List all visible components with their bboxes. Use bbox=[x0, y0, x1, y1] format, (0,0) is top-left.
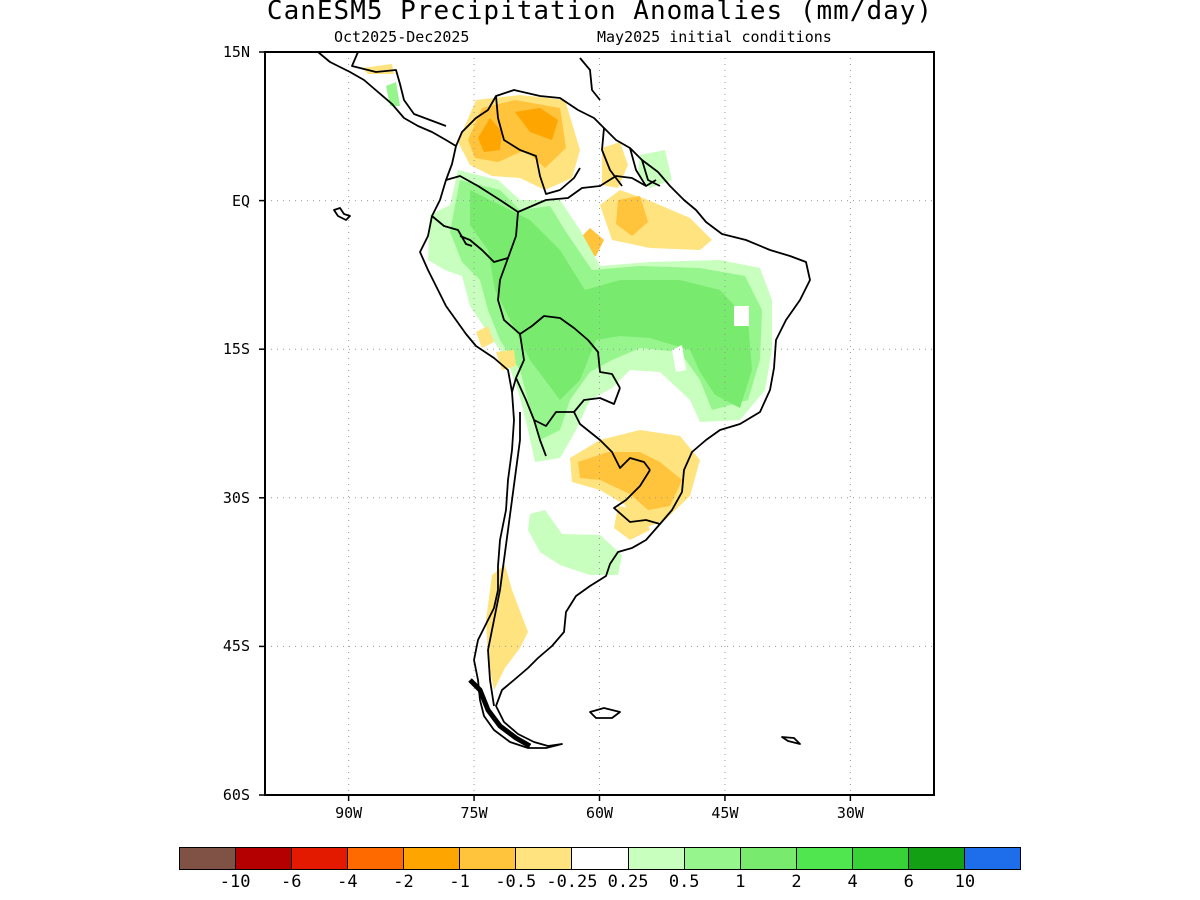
colorbar-swatch bbox=[180, 848, 237, 869]
dry-anomaly-uruguay bbox=[614, 506, 650, 540]
axis-ticks bbox=[259, 51, 852, 801]
colorbar-swatch bbox=[516, 848, 573, 869]
colorbar-label: 2 bbox=[791, 872, 802, 892]
forecast-period: Oct2025-Dec2025 bbox=[334, 28, 470, 46]
border-argentina-brazil bbox=[613, 469, 661, 525]
lon-label: 60W bbox=[585, 804, 614, 822]
colorbar-swatch bbox=[572, 848, 629, 869]
colorbar-label: -4 bbox=[337, 872, 358, 892]
border-guianas bbox=[601, 127, 661, 187]
south-georgia bbox=[781, 736, 801, 745]
wet-anomaly-argentina bbox=[528, 510, 622, 575]
south-america-coast bbox=[419, 89, 811, 749]
colorbar-swatch bbox=[796, 848, 853, 869]
lat-label: 15N bbox=[222, 43, 250, 61]
dry-anomaly-paraguay-core bbox=[578, 452, 682, 510]
colorbar-swatch bbox=[964, 848, 1020, 869]
border-argentina-bolivia bbox=[533, 419, 547, 457]
galapagos bbox=[333, 207, 351, 221]
colorbar-swatch bbox=[236, 848, 293, 869]
border-ecuador-peru bbox=[431, 215, 473, 247]
colorbar-label: 10 bbox=[954, 872, 976, 892]
border-paraguay bbox=[573, 411, 651, 471]
lon-label: 75W bbox=[460, 804, 488, 822]
neutral-area-south-brazil bbox=[585, 380, 700, 440]
colorbar-swatch bbox=[292, 848, 349, 869]
lon-label: 30W bbox=[836, 804, 864, 822]
anomaly-fields bbox=[362, 64, 772, 690]
border-peru-bolivia bbox=[511, 333, 525, 393]
colorbar-label: -0.25 bbox=[546, 872, 598, 892]
border-brazil-north bbox=[517, 175, 657, 213]
no-data-spot bbox=[734, 306, 749, 326]
wet-anomaly-amazon-core bbox=[470, 190, 752, 408]
lon-label: 90W bbox=[335, 804, 363, 822]
wet-anomaly-central-brazil bbox=[618, 280, 700, 340]
lat-label: 15S bbox=[222, 340, 250, 359]
initial-conditions: May2025 initial conditions bbox=[597, 28, 832, 46]
colorbar-label: 6 bbox=[903, 872, 914, 892]
falkland-islands bbox=[589, 707, 621, 719]
dry-anomaly-peru bbox=[476, 326, 494, 348]
colorbar-label: -0.5 bbox=[495, 872, 537, 892]
lat-label: 60S bbox=[222, 786, 250, 804]
colorbar-label: 0.5 bbox=[668, 872, 700, 892]
dry-anomaly-guiana bbox=[602, 142, 628, 188]
dry-anomaly-north-peak bbox=[478, 118, 502, 152]
border-colombia-venezuela bbox=[495, 95, 581, 195]
border-peru-brazil-bolivia bbox=[497, 257, 621, 389]
colorbar-swatch bbox=[628, 848, 685, 869]
colorbar-label: -10 bbox=[219, 872, 251, 892]
chart-title: CanESM5 Precipitation Anomalies (mm/day) bbox=[266, 0, 934, 26]
lat-label: 30S bbox=[222, 488, 250, 507]
lat-label: 45S bbox=[222, 637, 250, 656]
border-colombia-peru bbox=[445, 175, 519, 263]
colorbar-swatch bbox=[404, 848, 461, 869]
colorbar-swatch bbox=[684, 848, 741, 869]
colorbar-label: 1 bbox=[735, 872, 746, 892]
colorbar-label: 4 bbox=[847, 872, 858, 892]
border-chile-argentina bbox=[487, 412, 521, 707]
colorbar-label: -2 bbox=[393, 872, 414, 892]
colorbar-label: 0.25 bbox=[607, 872, 649, 892]
lon-label: 45W bbox=[711, 804, 739, 822]
colorbar-label: -6 bbox=[281, 872, 302, 892]
wet-anomaly-central-america bbox=[386, 82, 400, 106]
central-america-coast bbox=[317, 52, 457, 147]
colorbar-swatch bbox=[348, 848, 405, 869]
coastlines-and-borders bbox=[317, 52, 811, 749]
colorbar-label: -1 bbox=[449, 872, 470, 892]
colorbar-swatch bbox=[908, 848, 965, 869]
colorbar bbox=[179, 847, 1021, 870]
neutral-spot bbox=[672, 345, 686, 372]
dry-anomaly-amazon-core bbox=[616, 196, 648, 236]
colorbar-swatch bbox=[852, 848, 909, 869]
border-bolivia-south bbox=[515, 377, 621, 427]
patagonia-islands bbox=[468, 678, 532, 749]
colorbar-swatch bbox=[460, 848, 517, 869]
caribbean-islands bbox=[579, 57, 601, 101]
colorbar-swatch bbox=[740, 848, 797, 869]
central-america-coast-north bbox=[351, 52, 447, 127]
lat-label: EQ bbox=[231, 191, 250, 210]
dry-anomaly-north-peak2 bbox=[515, 108, 558, 140]
